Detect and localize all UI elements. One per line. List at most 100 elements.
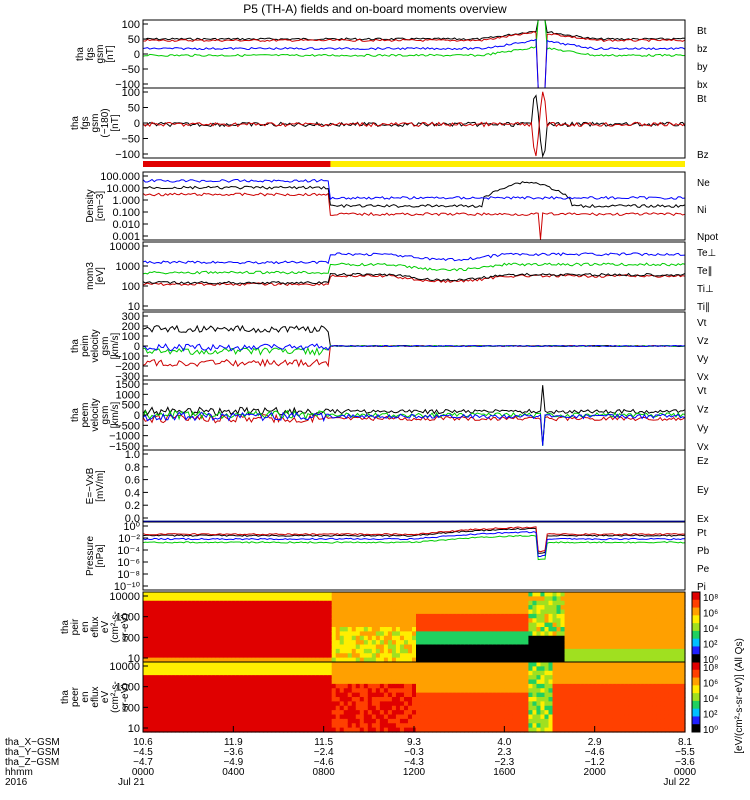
spectro-cell [560, 648, 566, 654]
spectro-cell [596, 670, 602, 676]
trace-fgs-1 [142, 31, 686, 89]
spectro-cell [175, 697, 180, 702]
y-axis-label-line: [eV] [95, 267, 106, 285]
spectro-cell [171, 697, 176, 702]
spectro-cell [143, 640, 148, 646]
spectro-cell [363, 675, 369, 681]
spectro-cell [672, 723, 678, 729]
spectro-cell [572, 609, 578, 615]
legend-entry: Pb [697, 546, 710, 557]
spectro-cell [263, 605, 269, 611]
spectro-cell [159, 666, 164, 672]
spectro-cell [391, 679, 397, 685]
spectro-cell [492, 662, 497, 667]
spectro-cell [223, 679, 228, 685]
y-axis-label-line: en [80, 691, 91, 702]
spectro-cell [291, 710, 297, 716]
spectro-cell [572, 653, 578, 659]
spectro-cell [331, 675, 337, 681]
spectro-cell [676, 670, 682, 676]
spectro-cell [552, 596, 558, 602]
spectro-cell [624, 640, 630, 646]
spectro-cell [355, 596, 361, 602]
spectro-cell [528, 710, 534, 716]
spectro-cell [163, 600, 168, 606]
spectro-cell [680, 679, 686, 685]
spectro-cell [371, 648, 377, 654]
spectro-cell [187, 705, 192, 711]
spectro-cell [568, 600, 574, 606]
spectro-cell [255, 697, 261, 702]
spectro-cell [564, 613, 570, 619]
spectro-cell [512, 592, 517, 597]
spectro-cell [151, 640, 156, 646]
spectro-cell [488, 640, 493, 646]
spectro-cell [387, 631, 393, 637]
spectro-cell [660, 679, 666, 685]
y-tick-label: −50 [121, 134, 140, 146]
spectro-cell [604, 683, 610, 689]
spectro-cell [488, 596, 493, 602]
spectro-cell [496, 697, 501, 702]
spectro-cell [343, 705, 349, 711]
spectro-cell [227, 679, 232, 685]
spectro-cell [155, 675, 160, 681]
spectro-cell [444, 718, 449, 724]
spectro-cell [323, 605, 329, 611]
spectro-cell [271, 670, 277, 676]
spectro-cell [315, 670, 321, 676]
spectro-cell [624, 648, 630, 654]
spectro-cell [303, 613, 309, 619]
spectro-cell [363, 644, 369, 650]
spectro-cell [492, 657, 497, 663]
spectro-cell [151, 605, 156, 611]
spectro-cell [163, 613, 168, 619]
spectro-cell [255, 644, 261, 650]
spectro-cell [676, 592, 682, 597]
y-axis-label-line: eV [100, 691, 111, 704]
spectro-cell [207, 600, 212, 606]
spectro-cell [548, 648, 554, 654]
spectro-cell [572, 622, 578, 628]
spectro-cell [644, 622, 650, 628]
spectro-cell [524, 596, 530, 602]
spectro-cell [403, 635, 409, 641]
spectro-cell [496, 592, 501, 597]
spectro-cell [516, 688, 521, 694]
spectro-cell [163, 683, 168, 689]
spectro-cell [468, 640, 473, 646]
spectro-cell [235, 657, 240, 663]
spectro-cell [211, 596, 216, 602]
y-axis-label-line: fgs [85, 47, 96, 60]
y-tick-label: −1500 [109, 441, 140, 453]
spectro-cell [632, 644, 638, 650]
spectro-cell [295, 644, 301, 650]
spectro-cell [468, 688, 473, 694]
spectro-cell [416, 701, 421, 707]
spectro-cell [628, 648, 634, 654]
spectro-cell [355, 635, 361, 641]
spectro-cell [440, 710, 445, 716]
x-axis-value: −3.6 [223, 747, 243, 758]
spectro-cell [239, 613, 244, 619]
spectro-cell [628, 613, 634, 619]
spectro-cell [484, 670, 489, 676]
spectro-cell [424, 635, 429, 641]
spectro-cell [319, 697, 325, 702]
spectro-cell [536, 723, 542, 729]
spectro-cell [420, 679, 425, 685]
spectro-cell [496, 648, 501, 654]
spectro-cell [524, 688, 530, 694]
spectro-cell [171, 662, 176, 667]
spectro-cell [492, 692, 497, 698]
spectro-cell [612, 657, 618, 663]
spectro-cell [259, 705, 265, 711]
spectro-cell [524, 648, 530, 654]
spectro-cell [624, 622, 630, 628]
spectro-cell [175, 605, 180, 611]
spectro-cell [540, 705, 546, 711]
spectro-cell [263, 618, 269, 624]
spectro-cell [387, 727, 393, 733]
spectro-cell [520, 670, 526, 676]
spectro-cell [235, 640, 240, 646]
